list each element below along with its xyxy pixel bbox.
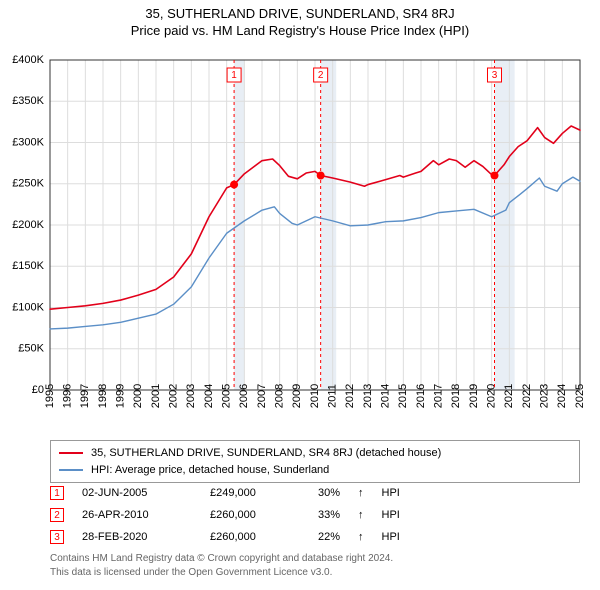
chart-title: 35, SUTHERLAND DRIVE, SUNDERLAND, SR4 8R… xyxy=(0,6,600,21)
arrow-up-icon: ↑ xyxy=(358,509,364,521)
sale-suffix: HPI xyxy=(382,487,400,499)
svg-text:3: 3 xyxy=(492,70,498,81)
svg-text:2023: 2023 xyxy=(539,384,551,408)
svg-text:2022: 2022 xyxy=(521,384,533,408)
sale-row: 1 02-JUN-2005 £249,000 30% ↑ HPI xyxy=(50,482,580,504)
chart-container: 35, SUTHERLAND DRIVE, SUNDERLAND, SR4 8R… xyxy=(0,0,600,590)
svg-text:£300K: £300K xyxy=(12,136,44,148)
plot-area: £0£50K£100K£150K£200K£250K£300K£350K£400… xyxy=(50,60,580,390)
chart-subtitle: Price paid vs. HM Land Registry's House … xyxy=(0,23,600,38)
svg-text:£100K: £100K xyxy=(12,301,44,313)
svg-text:2014: 2014 xyxy=(380,384,392,408)
arrow-up-icon: ↑ xyxy=(358,531,364,543)
sale-price: £260,000 xyxy=(210,509,300,521)
sale-marker-icon: 3 xyxy=(50,530,64,544)
sale-date: 02-JUN-2005 xyxy=(82,487,192,499)
svg-text:£0: £0 xyxy=(32,384,44,396)
svg-text:2008: 2008 xyxy=(274,384,286,408)
footer-line: This data is licensed under the Open Gov… xyxy=(50,566,580,580)
svg-text:1999: 1999 xyxy=(115,384,127,408)
svg-text:2024: 2024 xyxy=(556,384,568,408)
svg-text:2: 2 xyxy=(318,70,324,81)
svg-text:1998: 1998 xyxy=(97,384,109,408)
svg-text:2012: 2012 xyxy=(344,384,356,408)
svg-text:£150K: £150K xyxy=(12,260,44,272)
chart-titles: 35, SUTHERLAND DRIVE, SUNDERLAND, SR4 8R… xyxy=(0,0,600,38)
sale-date: 28-FEB-2020 xyxy=(82,531,192,543)
svg-text:2020: 2020 xyxy=(486,384,498,408)
footer: Contains HM Land Registry data © Crown c… xyxy=(50,552,580,579)
svg-text:2013: 2013 xyxy=(362,384,374,408)
footer-line: Contains HM Land Registry data © Crown c… xyxy=(50,552,580,566)
chart-svg: £0£50K£100K£150K£200K£250K£300K£350K£400… xyxy=(50,60,580,440)
svg-text:2021: 2021 xyxy=(503,384,515,408)
svg-text:£50K: £50K xyxy=(18,343,44,355)
svg-text:£250K: £250K xyxy=(12,178,44,190)
legend: 35, SUTHERLAND DRIVE, SUNDERLAND, SR4 8R… xyxy=(50,440,580,483)
svg-text:1: 1 xyxy=(231,70,237,81)
sale-pct: 22% xyxy=(318,531,340,543)
svg-text:2001: 2001 xyxy=(150,384,162,408)
arrow-up-icon: ↑ xyxy=(358,487,364,499)
svg-text:2006: 2006 xyxy=(238,384,250,408)
sale-price: £249,000 xyxy=(210,487,300,499)
sale-pct: 30% xyxy=(318,487,340,499)
sale-marker-icon: 1 xyxy=(50,486,64,500)
svg-text:£400K: £400K xyxy=(12,54,44,66)
svg-text:2005: 2005 xyxy=(221,384,233,408)
svg-text:2007: 2007 xyxy=(256,384,268,408)
svg-text:2009: 2009 xyxy=(291,384,303,408)
svg-text:2019: 2019 xyxy=(468,384,480,408)
legend-item: HPI: Average price, detached house, Sund… xyxy=(59,462,571,479)
svg-text:2010: 2010 xyxy=(309,384,321,408)
svg-text:2016: 2016 xyxy=(415,384,427,408)
sale-suffix: HPI xyxy=(382,531,400,543)
svg-text:2004: 2004 xyxy=(203,384,215,408)
sale-row: 2 26-APR-2010 £260,000 33% ↑ HPI xyxy=(50,504,580,526)
sale-date: 26-APR-2010 xyxy=(82,509,192,521)
svg-text:2002: 2002 xyxy=(168,384,180,408)
svg-text:£200K: £200K xyxy=(12,219,44,231)
legend-label: 35, SUTHERLAND DRIVE, SUNDERLAND, SR4 8R… xyxy=(91,445,441,462)
sale-pct: 33% xyxy=(318,509,340,521)
svg-text:1997: 1997 xyxy=(79,384,91,408)
svg-text:2018: 2018 xyxy=(450,384,462,408)
svg-text:2017: 2017 xyxy=(433,384,445,408)
sale-price: £260,000 xyxy=(210,531,300,543)
svg-text:2015: 2015 xyxy=(397,384,409,408)
svg-text:£350K: £350K xyxy=(12,95,44,107)
sales-table: 1 02-JUN-2005 £249,000 30% ↑ HPI 2 26-AP… xyxy=(50,482,580,548)
svg-text:2011: 2011 xyxy=(327,384,339,408)
svg-text:2003: 2003 xyxy=(185,384,197,408)
svg-text:1996: 1996 xyxy=(62,384,74,408)
legend-swatch-hpi xyxy=(59,469,83,471)
sale-marker-icon: 2 xyxy=(50,508,64,522)
sale-row: 3 28-FEB-2020 £260,000 22% ↑ HPI xyxy=(50,526,580,548)
sale-suffix: HPI xyxy=(382,509,400,521)
legend-label: HPI: Average price, detached house, Sund… xyxy=(91,462,329,479)
svg-text:2000: 2000 xyxy=(132,384,144,408)
legend-swatch-property xyxy=(59,452,83,454)
legend-item: 35, SUTHERLAND DRIVE, SUNDERLAND, SR4 8R… xyxy=(59,445,571,462)
